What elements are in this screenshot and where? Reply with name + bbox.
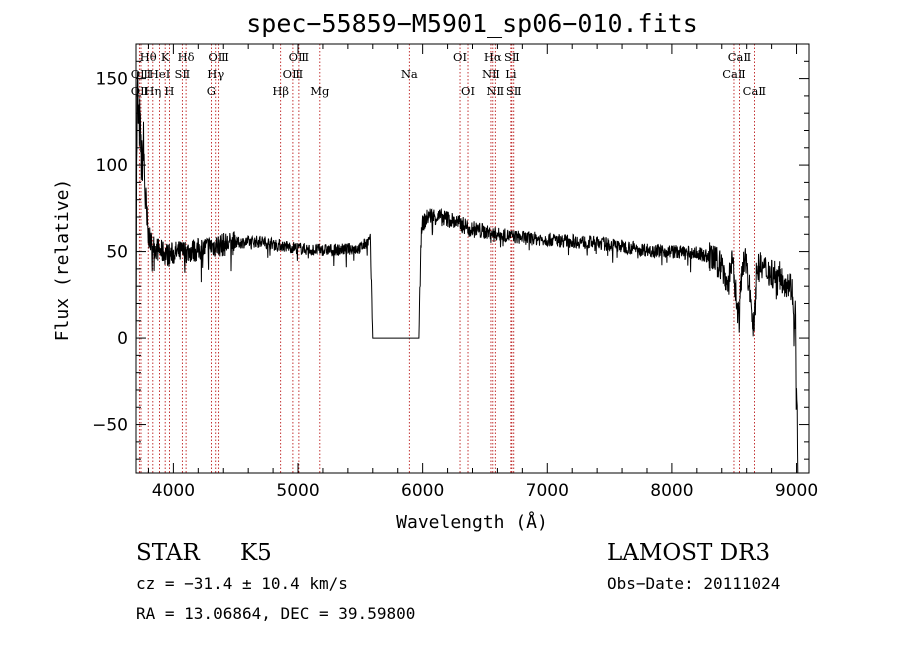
y-tick-label-3: 100 — [96, 156, 128, 176]
spectral-line-label-5: K — [161, 50, 170, 64]
x-tick-label-5: 9000 — [775, 481, 818, 501]
spectral-line-label-16: Na — [401, 67, 418, 81]
spectral-line-label-17: OⅠ — [453, 50, 467, 64]
y-tick-label-2: 50 — [106, 243, 128, 263]
y-tick-label-1: 0 — [117, 329, 128, 349]
coordinates: RA = 13.06864, DEC = 39.59800 — [136, 604, 415, 623]
x-axis-label: Wavelength (Å) — [396, 511, 548, 533]
object-class: STAR — [136, 540, 200, 566]
spectral-line-label-14: OⅢ — [289, 50, 310, 64]
observation-date: Obs−Date: 20111024 — [607, 574, 780, 593]
spectral-line-label-26: CaⅡ — [728, 50, 752, 64]
plot-frame — [135, 43, 810, 474]
spectral-line-markers — [138, 44, 755, 473]
redshift-velocity: cz = −31.4 ± 10.4 km/s — [136, 574, 348, 593]
spectral-line-label-20: Hα — [484, 50, 502, 64]
spectral-line-label-3: Hη — [144, 84, 161, 98]
spectral-line-label-25: CaⅡ — [722, 67, 746, 81]
spectral-line-label-22: Li — [505, 67, 517, 81]
spectrum-line — [135, 71, 799, 474]
object-subclass: K5 — [240, 540, 272, 566]
x-tick-label-2: 6000 — [401, 481, 444, 501]
spectral-line-label-18: OⅠ — [461, 84, 475, 98]
spectral-line-label-24: SⅡ — [506, 84, 522, 98]
spectral-line-label-15: Mg — [310, 84, 330, 98]
chart-title: spec−55859−M5901_sp06−010.fits — [246, 9, 698, 38]
axis-ticks: 4000 5000 6000 7000 8000 9000 −50 0 50 100 150 — [92, 44, 818, 501]
spectral-line-label-11: OⅢ — [208, 50, 229, 64]
survey-name: LAMOST DR3 — [607, 540, 770, 566]
x-tick-label-4: 8000 — [650, 481, 693, 501]
x-tick-label-0: 4000 — [152, 481, 195, 501]
x-tick-label-1: 5000 — [276, 481, 319, 501]
spectral-line-label-13: OⅢ — [283, 67, 304, 81]
spectral-line-labels: OⅡHθOⅢHηHeⅠKHSⅡHδHγGOⅢHβOⅢOⅢMgNaOⅠOⅠNⅡHα… — [131, 50, 767, 98]
spectral-line-label-0: OⅡ — [131, 84, 148, 98]
y-tick-label-4: 150 — [96, 70, 128, 90]
spectral-line-label-6: H — [164, 84, 174, 98]
spectral-line-label-27: CaⅡ — [743, 84, 767, 98]
y-tick-label-0: −50 — [92, 416, 128, 436]
spectral-line-label-9: Hγ — [207, 67, 224, 81]
y-axis-label: Flux (relative) — [52, 179, 73, 342]
x-tick-label-3: 7000 — [526, 481, 569, 501]
spectral-line-label-23: SⅡ — [504, 50, 520, 64]
spectral-line-label-12: Hβ — [272, 84, 289, 98]
spectral-line-label-7: SⅡ — [175, 67, 191, 81]
spectral-line-label-10: G — [207, 84, 216, 98]
spectral-line-label-19: NⅡ — [482, 67, 500, 81]
spectral-line-label-1: Hθ — [140, 50, 157, 64]
spectral-line-label-8: Hδ — [178, 50, 195, 64]
spectral-line-label-21: NⅡ — [486, 84, 504, 98]
spectrum-layer — [135, 71, 799, 474]
spectral-line-label-4: HeⅠ — [149, 67, 170, 81]
